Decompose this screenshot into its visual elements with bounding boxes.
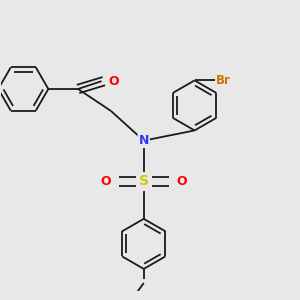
Text: O: O — [108, 75, 119, 88]
Text: S: S — [139, 174, 149, 188]
Text: O: O — [100, 175, 111, 188]
Text: Br: Br — [216, 74, 231, 87]
Text: O: O — [177, 175, 188, 188]
Text: N: N — [139, 134, 149, 147]
